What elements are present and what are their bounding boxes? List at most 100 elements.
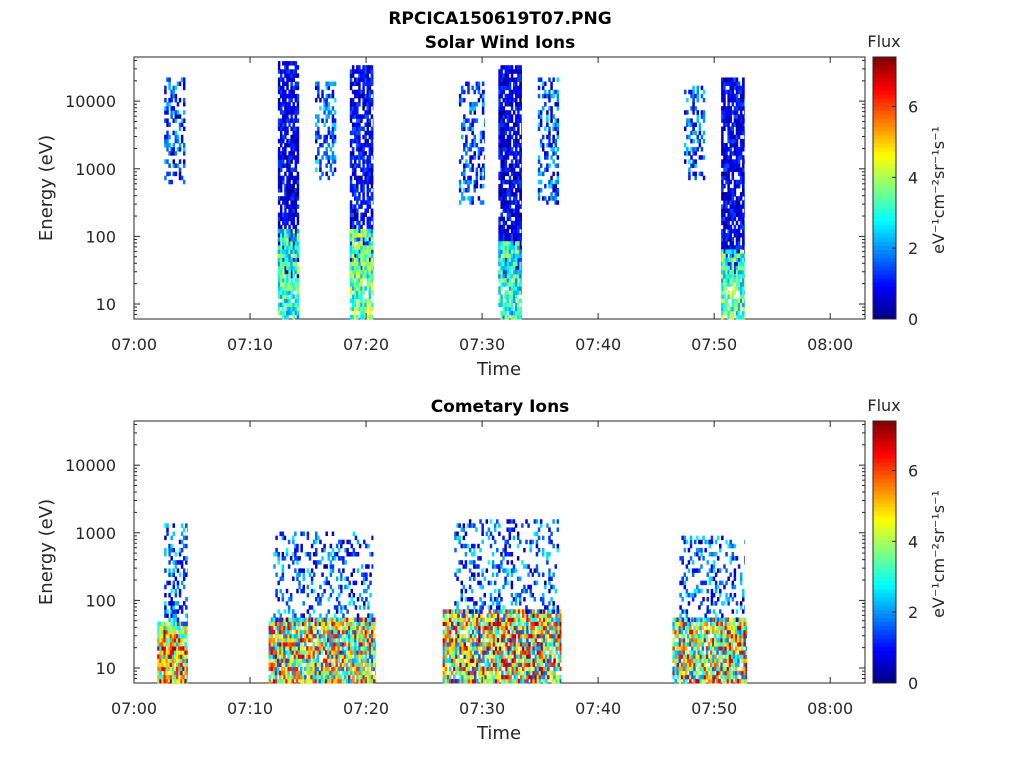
spectrogram-cell: [349, 216, 353, 222]
spectrogram-cell: [322, 678, 326, 684]
spectrogram-cell: [508, 167, 512, 173]
spectrogram-cell: [333, 122, 337, 127]
spectrogram-cell: [504, 306, 508, 312]
spectrogram-cell: [375, 625, 376, 631]
spectrogram-cell: [729, 159, 732, 164]
spectrogram-cell: [335, 642, 338, 647]
spectrogram-cell: [696, 134, 700, 140]
spectrogram-cell: [539, 142, 543, 148]
spectrogram-cell: [729, 261, 732, 267]
spectrogram-cell: [299, 670, 303, 676]
spectrogram-cell: [316, 637, 320, 643]
spectrogram-cell: [342, 556, 345, 561]
spectrogram-cell: [302, 646, 305, 651]
spectrogram-cell: [517, 245, 520, 250]
spectrogram-cell: [731, 245, 735, 250]
spectrogram-cell: [341, 658, 345, 663]
spectrogram-cell: [351, 216, 355, 222]
spectrogram-cell: [180, 122, 184, 127]
spectrogram-cell: [325, 151, 328, 156]
spectrogram-cell: [319, 560, 322, 565]
spectrogram-cell: [548, 126, 551, 132]
spectrogram-cell: [345, 670, 349, 676]
spectrogram-cell: [521, 273, 522, 279]
spectrogram-cell: [290, 310, 293, 316]
spectrogram-cell: [512, 249, 516, 254]
spectrogram-cell: [729, 249, 732, 254]
spectrogram-cell: [182, 118, 186, 123]
spectrogram-cell: [358, 662, 361, 668]
spectrogram-cell: [372, 163, 374, 168]
spectrogram-cell: [500, 212, 503, 218]
spectrogram-cell: [284, 298, 287, 304]
spectrogram-cell: [519, 204, 522, 209]
spectrogram-cell: [287, 637, 290, 643]
spectrogram-cell: [288, 306, 291, 312]
spectrogram-cell: [354, 175, 357, 181]
spectrogram-cell: [288, 192, 291, 197]
spectrogram-cell: [368, 314, 372, 320]
spectrogram-cell: [277, 253, 281, 258]
spectrogram-cell: [164, 142, 167, 148]
spectrogram-cell: [502, 188, 506, 193]
spectrogram-cell: [292, 126, 295, 132]
spectrogram-cell: [292, 85, 295, 91]
spectrogram-cell: [733, 147, 737, 152]
spectrogram-cell: [292, 617, 295, 622]
spectrogram-cell: [448, 646, 452, 651]
spectrogram-cell: [362, 134, 365, 140]
spectrogram-cell: [744, 118, 745, 123]
spectrogram-cell: [372, 298, 374, 304]
spectrogram-cell: [727, 212, 730, 218]
spectrogram-cell: [339, 633, 343, 639]
spectrogram-cell: [517, 159, 520, 164]
spectrogram-cell: [512, 167, 516, 173]
spectrogram-cell: [725, 163, 728, 168]
spectrogram-cell: [358, 306, 361, 312]
spectrogram-cell: [727, 167, 730, 173]
spectrogram-cell: [322, 666, 326, 672]
spectrogram-cell: [475, 183, 479, 189]
spectrogram-cell: [294, 118, 298, 123]
spectrogram-cell: [371, 613, 374, 618]
spectrogram-cell: [721, 233, 724, 238]
spectrogram-cell: [498, 126, 501, 132]
spectrogram-cell: [296, 617, 299, 622]
spectrogram-cell: [316, 621, 320, 627]
spectrogram-cell: [723, 278, 726, 283]
spectrogram-cell: [164, 605, 167, 610]
spectrogram-cell: [288, 179, 291, 185]
spectrogram-cell: [358, 93, 361, 99]
spectrogram-cell: [508, 208, 512, 213]
spectrogram-cell: [164, 609, 167, 614]
spectrogram-cell: [348, 580, 351, 586]
spectrogram-cell: [739, 253, 743, 258]
spectrogram-cell: [515, 69, 518, 74]
spectrogram-cell: [692, 163, 695, 168]
spectrogram-cell: [356, 118, 359, 123]
spectrogram-cell: [463, 666, 467, 672]
spectrogram-cell: [451, 625, 454, 631]
spectrogram-cell: [368, 134, 372, 140]
colorbar-segment: [873, 118, 896, 123]
spectrogram-cell: [727, 249, 730, 254]
spectrogram-cell: [727, 269, 730, 275]
spectrogram-cell: [335, 637, 338, 643]
spectrogram-cell: [272, 642, 276, 647]
spectrogram-cell: [164, 110, 167, 115]
spectrogram-cell: [512, 290, 516, 295]
spectrogram-cell: [288, 249, 291, 254]
spectrogram-cell: [546, 151, 549, 156]
spectrogram-cell: [349, 212, 353, 218]
spectrogram-cell: [362, 286, 365, 291]
spectrogram-cell: [291, 662, 295, 668]
spectrogram-cell: [498, 122, 501, 127]
spectrogram-cell: [733, 183, 737, 189]
spectrogram-cell: [702, 130, 706, 136]
spectrogram-cell: [171, 654, 175, 659]
colorbar-segment: [873, 85, 896, 91]
spectrogram-cell: [343, 654, 347, 659]
spectrogram-cell: [742, 102, 745, 107]
spectrogram-cell: [316, 629, 320, 635]
spectrogram-cell: [172, 584, 176, 590]
